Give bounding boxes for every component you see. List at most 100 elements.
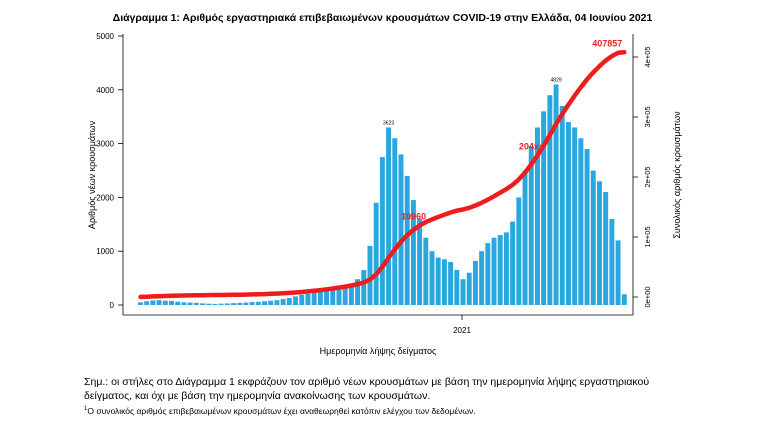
bar: [348, 283, 354, 305]
bar: [485, 243, 491, 305]
bar: [572, 127, 578, 306]
bar: [150, 300, 156, 305]
bar: [305, 293, 311, 305]
bar: [336, 287, 342, 305]
bar: [367, 245, 373, 305]
y2-tick-label: 3e+05: [643, 106, 652, 127]
cumulative-label: 10960: [401, 212, 426, 222]
bar: [212, 303, 218, 305]
bar: [286, 298, 292, 305]
bar: [559, 105, 565, 305]
bar: [144, 301, 150, 305]
bar: [429, 251, 435, 305]
bar: [249, 302, 255, 305]
bar: [621, 294, 627, 305]
bar: [206, 303, 212, 305]
y-tick-labels: 0 1000 2000 3000 4000 5000: [96, 32, 123, 310]
bar: [392, 138, 398, 305]
bar: [609, 218, 615, 305]
bar: [435, 257, 441, 305]
y-tick-label: 3000: [96, 140, 114, 149]
annotations: 10960 204xx 407857 3623 4829: [383, 38, 622, 221]
bar: [565, 122, 571, 305]
cumulative-label: 204xx: [519, 142, 544, 152]
bar: [193, 302, 199, 305]
bar: [423, 237, 429, 305]
bar: [274, 300, 280, 305]
y2-axis-label: Συνολικός αριθμός κρουσμάτων: [672, 111, 682, 239]
bar: [553, 84, 559, 305]
bar: [218, 303, 224, 305]
chart-title: Διάγραμμα 1: Αριθμός εργαστηριακά επιβεβ…: [112, 12, 653, 24]
bar: [547, 95, 553, 306]
chart: 0 1000 2000 3000 4000 5000 0e+00 1e+05 2e+05 3e+…: [87, 32, 682, 356]
bar: [541, 111, 547, 305]
bar: [466, 272, 472, 305]
bar: [355, 279, 361, 305]
bar: [200, 303, 205, 305]
cumulative-label: 407857: [592, 38, 622, 48]
bar: [224, 303, 230, 305]
y-tick-label: 5000: [96, 32, 114, 41]
bar: [398, 154, 404, 305]
bar: [584, 148, 590, 305]
footnote-text: Ο συνολικός αριθμός επιβεβαιωμένων κρουσ…: [87, 406, 476, 416]
bar: [510, 221, 516, 305]
x-axis-label: Ημερομηνία λήψης δείγματος: [320, 346, 437, 356]
cumulative-line: [138, 50, 627, 300]
bar: [615, 240, 621, 305]
x-tick-label-2021: 2021: [453, 326, 471, 335]
y2-tick-label: 4e+05: [643, 46, 652, 67]
bar: [448, 261, 454, 305]
bar: [330, 288, 336, 305]
bar: [138, 302, 143, 305]
bar: [497, 235, 503, 305]
bar: [534, 127, 540, 306]
bar-series: [138, 84, 627, 306]
bar: [255, 301, 261, 305]
bar: [156, 300, 162, 305]
bar: [522, 170, 528, 305]
bar: [181, 302, 187, 305]
bar: [503, 232, 509, 305]
chart-footnote: 1Ο συνολικός αριθμός επιβεβαιωμένων κρου…: [84, 406, 476, 416]
bar: [361, 270, 367, 305]
bar: [410, 200, 416, 305]
bar: [460, 279, 466, 305]
cumulative-series: [138, 50, 627, 300]
bar: [603, 192, 609, 305]
bar: [417, 218, 423, 305]
bar: [293, 296, 299, 305]
bar: [596, 181, 602, 305]
bar: [342, 285, 348, 305]
footnote-mark: 1: [84, 406, 88, 413]
bar: [231, 303, 236, 305]
bar: [516, 197, 522, 305]
bar: [441, 259, 447, 305]
bar: [590, 170, 596, 305]
bar: [268, 300, 274, 305]
bar: [404, 175, 410, 305]
bar: [237, 302, 243, 305]
bar: [299, 294, 305, 305]
y-tick-label: 4000: [96, 86, 114, 95]
bar-peak-label: 4829: [551, 77, 562, 83]
bar: [373, 202, 379, 305]
bar: [262, 301, 268, 305]
bar: [311, 292, 317, 305]
bar: [528, 146, 534, 305]
bar: [280, 299, 286, 305]
y-axis-label: Αριθμός νέων κρουσμάτων: [87, 120, 97, 229]
bar: [324, 289, 330, 305]
bar: [491, 237, 497, 305]
bar: [169, 300, 174, 305]
bar: [379, 157, 385, 305]
y2-tick-label: 2e+05: [643, 166, 652, 187]
y-tick-label: 1000: [96, 247, 114, 256]
y2-tick-labels: 0e+00 1e+05 2e+05 3e+05 4e+05: [633, 46, 652, 308]
y2-tick-label: 0e+00: [643, 286, 652, 307]
y-tick-label: 2000: [96, 193, 114, 202]
chart-axes: [122, 34, 634, 316]
bar-peak-label: 3623: [383, 121, 394, 127]
bar: [454, 270, 460, 305]
